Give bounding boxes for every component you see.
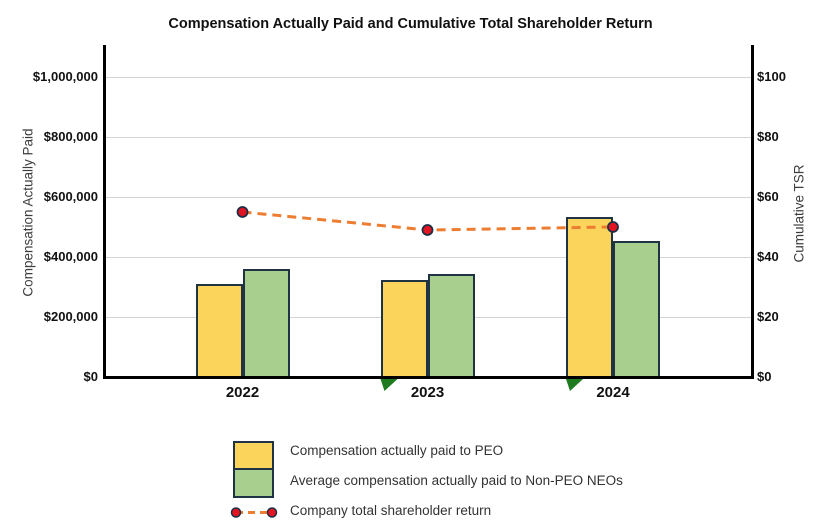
gridline (106, 196, 751, 198)
legend-dot-left (230, 507, 242, 518)
tsr-point-2023 (421, 224, 434, 236)
bar-peo-2023 (380, 279, 428, 379)
legend-dot-right (266, 507, 278, 518)
legend-label-neo: Average compensation actually paid to No… (290, 473, 623, 488)
legend-bar-swatches (233, 441, 274, 498)
x-axis-label-2022: 2022 (225, 384, 260, 401)
right-axis-line (751, 45, 754, 378)
bar-peo-2022 (195, 284, 243, 379)
y-tick-label-right: $20 (757, 309, 779, 324)
gridline (106, 136, 751, 138)
y-tick-label-left: $1,000,000 (32, 69, 98, 84)
legend-label-peo: Compensation actually paid to PEO (290, 443, 504, 458)
y-tick-label-right: $0 (757, 369, 772, 384)
y-tick-label-left: $800,000 (43, 129, 98, 144)
y-tick-label-right: $60 (757, 189, 779, 204)
x-axis-line (103, 376, 754, 379)
bar-neo-2024 (613, 240, 660, 379)
y-tick-label-left: $0 (83, 369, 98, 384)
x-axis-label-2023: 2023 (410, 384, 445, 401)
y-tick-label-right: $80 (757, 129, 779, 144)
bar-neo-2023 (427, 273, 475, 379)
gridline (106, 256, 751, 258)
left-axis-line (103, 45, 106, 378)
y-tick-label-left: $200,000 (43, 309, 98, 324)
chart-title: Compensation Actually Paid and Cumulativ… (168, 16, 653, 32)
y-tick-label-right: $100 (757, 69, 786, 84)
legend-swatch-peo (235, 443, 272, 470)
gridline (106, 76, 751, 78)
bar-neo-2022 (242, 269, 290, 379)
legend-swatch-neo (235, 469, 272, 496)
y-tick-label-left: $400,000 (43, 249, 98, 264)
y-tick-label-left: $600,000 (43, 189, 98, 204)
tsr-point-2022 (236, 206, 249, 218)
x-axis-label-2024: 2024 (596, 384, 630, 401)
legend-label-tsr: Company total shareholder return (290, 503, 492, 518)
tsr-dashed-line (242, 210, 614, 232)
legend-swatch-tsr-line (230, 507, 278, 518)
y-tick-label-right: $40 (757, 249, 779, 264)
bar-peo-2024 (566, 216, 613, 379)
